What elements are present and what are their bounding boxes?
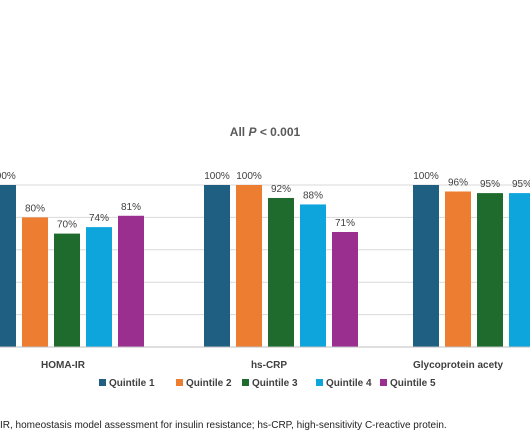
data-label: 100%: [413, 171, 439, 182]
data-label: 100%: [236, 171, 262, 182]
category-label: hs-CRP: [251, 360, 287, 371]
legend-swatch: [99, 379, 106, 386]
data-label: 96%: [448, 177, 468, 188]
data-label: 80%: [25, 203, 45, 214]
legend-label: Quintile 4: [326, 378, 372, 389]
legend-swatch: [176, 379, 183, 386]
data-label: 92%: [271, 184, 291, 195]
bar-hs-crp-q5: [332, 231, 358, 347]
chart-title-suffix: < 0.001: [256, 125, 300, 139]
bar-hs-crp-q2: [236, 185, 262, 347]
bar-homa-ir-q5: [118, 215, 144, 347]
data-label: 95%: [512, 179, 530, 190]
data-label: 74%: [89, 213, 109, 224]
legend-item: Quintile 2: [176, 378, 232, 389]
bar-hs-crp-q3: [268, 197, 294, 347]
data-label: 81%: [121, 202, 141, 213]
bar-homa-ir-q3: [54, 233, 80, 347]
chart-title-p: P: [248, 125, 257, 139]
legend-swatch: [242, 379, 249, 386]
data-label: 100%: [204, 171, 230, 182]
bar-glycoprotein-acety-q1: [413, 185, 439, 347]
bar-hs-crp-q1: [204, 185, 230, 347]
footnote: IR, homeostasis model assessment for ins…: [0, 420, 447, 431]
chart-title-prefix: All: [230, 125, 249, 139]
data-label: 88%: [303, 190, 323, 201]
legend-item: Quintile 5: [380, 378, 436, 389]
bar-glycoprotein-acety-q3: [477, 193, 503, 347]
bar-hs-crp-q4: [300, 204, 326, 347]
legend-label: Quintile 1: [109, 378, 155, 389]
data-labels-group: 100% 80% 70% 74% 81% 100% 100% 92% 88% 71% 100% 96%…: [0, 171, 530, 231]
data-label: 100%: [0, 171, 16, 182]
bar-glycoprotein-acety-q4: [509, 193, 530, 347]
legend-label: Quintile 2: [186, 378, 232, 389]
bar-homa-ir-q2: [22, 217, 48, 347]
legend-item: Quintile 1: [99, 378, 155, 389]
data-label: 95%: [480, 179, 500, 190]
category-label: HOMA-IR: [41, 360, 86, 371]
legend-label: Quintile 3: [252, 378, 298, 389]
bar-glycoprotein-acety-q2: [445, 191, 471, 347]
legend-swatch: [316, 379, 323, 386]
legend-item: Quintile 3: [242, 378, 298, 389]
legend-label: Quintile 5: [390, 378, 436, 389]
data-label: 71%: [335, 218, 355, 229]
bar-homa-ir-q4: [86, 227, 112, 347]
category-labels-group: HOMA-IR hs-CRP Glycoprotein acety: [41, 360, 503, 371]
category-label: Glycoprotein acety: [413, 360, 503, 371]
data-label: 70%: [57, 220, 77, 231]
legend-swatch: [380, 379, 387, 386]
chart-title: All P < 0.001: [230, 125, 301, 139]
legend: Quintile 1 Quintile 2 Quintile 3 Quintile 4…: [99, 378, 436, 389]
legend-item: Quintile 4: [316, 378, 372, 389]
bars-group: [0, 185, 530, 347]
bar-homa-ir-q1: [0, 185, 16, 347]
